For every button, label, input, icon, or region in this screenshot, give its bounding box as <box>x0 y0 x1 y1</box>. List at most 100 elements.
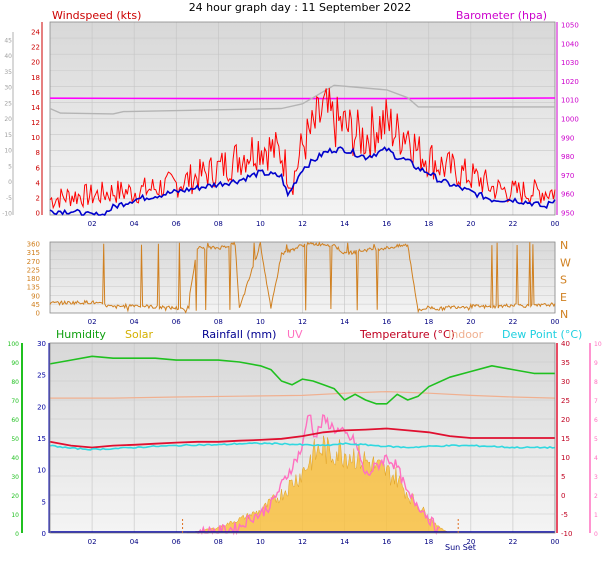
y-tick-label: 2 <box>36 194 40 202</box>
y-tick-label: 4 <box>36 179 41 187</box>
y-right-tick-label: 1000 <box>561 116 579 124</box>
y-tick-label: 90 <box>31 292 40 300</box>
y-tick-label: 6 <box>36 164 41 172</box>
y-tick-label: 16 <box>31 89 40 97</box>
x-tick-label: 04 <box>130 318 139 326</box>
rain-tick-label: 25 <box>37 372 46 380</box>
y-outer-tick-label: 45 <box>4 38 12 45</box>
y-right-tick-label: 980 <box>561 153 574 161</box>
y-outer-tick-label: 20 <box>4 116 12 123</box>
humidity-tick-label: 90 <box>11 360 19 367</box>
uv-tick-label: 7 <box>594 398 598 405</box>
y-tick-label: 18 <box>31 74 40 82</box>
compass-label: S <box>560 274 567 287</box>
x-tick-label: 18 <box>424 318 433 326</box>
plot-border <box>49 21 556 216</box>
x-tick-label: 06 <box>172 318 181 326</box>
x-tick-label: 04 <box>130 220 139 228</box>
y-tick-label: 180 <box>27 275 40 283</box>
x-tick-label: 18 <box>424 220 433 228</box>
temp-tick-label: -5 <box>561 511 568 519</box>
y-tick-label: 0 <box>36 310 40 318</box>
gust-line <box>49 87 556 210</box>
humidity-tick-label: 80 <box>11 379 19 386</box>
rain-tick-label: 15 <box>37 435 46 443</box>
panel-labels: Windspeed (kts) Barometer (hpa) Humidity… <box>52 9 582 552</box>
y-tick-label: 0 <box>36 210 40 218</box>
x-tick-label: 16 <box>382 318 391 326</box>
y-tick-label: 22 <box>31 44 40 52</box>
x-tick-label: 20 <box>466 220 475 228</box>
y-outer-tick-label: 25 <box>4 100 12 107</box>
x-tick-label: 12 <box>298 220 307 228</box>
x-tick-label: 16 <box>382 220 391 228</box>
graph-title: 24 hour graph day : 11 September 2022 <box>189 1 412 14</box>
temperature-line <box>49 427 555 449</box>
solar-label: Solar <box>125 328 154 341</box>
y-tick-label: 360 <box>27 241 40 249</box>
plot-border <box>49 241 556 314</box>
x-tick-label: 14 <box>340 220 349 228</box>
x-tick-label: 02 <box>88 318 97 326</box>
barometer-label: Barometer (hpa) <box>456 9 547 22</box>
uv-tick-label: 10 <box>594 341 602 348</box>
temp-tick-label: 0 <box>561 492 565 500</box>
y-outer-tick-label: 0 <box>8 179 12 186</box>
x-tick-label: 12 <box>298 318 307 326</box>
humidity-tick-label: 20 <box>11 493 19 500</box>
x-tick-label: 22 <box>508 220 517 228</box>
temp-tick-label: 15 <box>561 435 570 443</box>
dewpoint-label: Dew Point (°C) <box>502 328 582 341</box>
x-tick-label: 20 <box>466 318 475 326</box>
sun-set-label: Sun Set <box>445 543 476 552</box>
humidity-label: Humidity <box>56 328 106 341</box>
temp-tick-label: 40 <box>561 340 570 348</box>
x-tick-label: 02 <box>88 538 97 546</box>
x-tick-label: 00 <box>551 318 560 326</box>
y-tick-label: 135 <box>27 284 40 292</box>
temp-tick-label: 30 <box>561 378 570 386</box>
x-tick-label: 04 <box>130 538 139 546</box>
x-tick-label: 22 <box>508 538 517 546</box>
y-right-tick-label: 1020 <box>561 78 579 86</box>
y-right-tick-label: 1050 <box>561 22 579 30</box>
y-right-tick-label: 1030 <box>561 59 579 67</box>
compass-label: N <box>560 308 568 321</box>
temp-tick-label: 20 <box>561 416 570 424</box>
humidity-tick-label: 70 <box>11 398 19 405</box>
plot-border <box>49 342 556 534</box>
x-tick-label: 00 <box>551 538 560 546</box>
compass-label: E <box>560 291 567 304</box>
uv-tick-label: 0 <box>594 531 598 538</box>
y-right-tick-label: 1010 <box>561 97 579 105</box>
uv-tick-label: 6 <box>594 417 598 424</box>
y-right-tick-label: 1040 <box>561 40 579 48</box>
compass-label: W <box>560 256 571 269</box>
y-outer-tick-label: 5 <box>8 163 12 170</box>
windspeed-panel: 242220181614121086420454035302520151050-… <box>2 22 579 229</box>
windspeed-label: Windspeed (kts) <box>52 9 141 22</box>
y-tick-label: 24 <box>31 29 40 37</box>
humidity-tick-label: 10 <box>11 512 19 519</box>
y-tick-label: 45 <box>31 301 40 309</box>
y-outer-tick-label: 35 <box>4 69 12 76</box>
humidity-tick-label: 100 <box>8 341 20 348</box>
x-tick-label: 10 <box>256 538 265 546</box>
baro-trend-line <box>49 84 555 115</box>
y-right-tick-label: 990 <box>561 134 574 142</box>
rainfall-label: Rainfall (mm) <box>202 328 276 341</box>
y-outer-tick-label: 10 <box>4 148 12 155</box>
y-outer-tick-label: -10 <box>2 211 12 218</box>
x-tick-label: 10 <box>256 318 265 326</box>
humidity-tick-label: 30 <box>11 474 19 481</box>
y-tick-label: 12 <box>31 119 40 127</box>
x-tick-label: 08 <box>214 318 223 326</box>
y-tick-label: 315 <box>27 249 40 257</box>
humidity-line <box>49 355 555 405</box>
humidity-tick-label: 50 <box>11 436 19 443</box>
temp-tick-label: 5 <box>561 473 565 481</box>
indoor-label: Indoor <box>448 328 484 341</box>
x-tick-label: 06 <box>172 538 181 546</box>
uv-tick-label: 9 <box>594 360 598 367</box>
temperature-panel: 1009080706050403020100302520151050403530… <box>8 340 602 546</box>
